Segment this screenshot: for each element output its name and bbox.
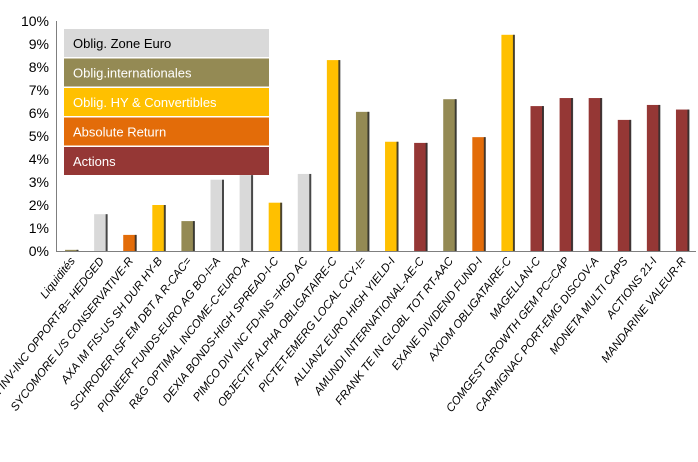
legend-swatch <box>64 147 269 175</box>
bars <box>65 34 690 252</box>
bar <box>355 111 370 251</box>
legend-swatch <box>64 58 269 87</box>
bar <box>385 141 399 251</box>
legend-label: Absolute Return <box>73 125 166 140</box>
bar <box>326 60 341 251</box>
bar <box>414 142 428 251</box>
legend-label: Oblig. HY & Convertibles <box>73 95 217 110</box>
bar-fill <box>297 173 311 251</box>
y-tick-label: 8% <box>29 59 49 75</box>
y-tick-label: 7% <box>29 82 49 98</box>
x-tick-label: ACTIONS 21-I <box>604 255 660 322</box>
bar-shadow <box>134 234 137 251</box>
y-tick-label: 5% <box>29 128 49 144</box>
bar-shadow <box>571 98 574 251</box>
bar-shadow <box>425 142 428 251</box>
legend-swatch <box>64 88 269 116</box>
legend-item-hy: Oblig. HY & Convertibles <box>64 88 269 116</box>
bar-fill <box>181 221 195 251</box>
legend-swatch <box>64 117 269 146</box>
bar-shadow <box>687 109 690 251</box>
bar-fill <box>646 104 660 251</box>
legend-item-intl: Oblig.internationales <box>64 58 269 87</box>
y-tick-label: 3% <box>29 174 49 190</box>
bar <box>94 214 108 251</box>
bar <box>181 221 195 251</box>
bar-fill <box>152 205 166 251</box>
bar <box>646 104 661 251</box>
bar-shadow <box>600 98 603 251</box>
legend: Oblig. Zone Euro Oblig.internationales Obl… <box>64 29 269 175</box>
legend-label: Actions <box>73 154 116 169</box>
bar-fill <box>210 179 224 251</box>
legend-label: Oblig. Zone Euro <box>73 36 171 51</box>
bar-shadow <box>222 179 224 251</box>
bar <box>472 137 486 251</box>
bar-fill <box>443 99 457 251</box>
bar <box>65 249 79 251</box>
y-tick-label: 9% <box>29 36 49 52</box>
bar <box>210 179 224 251</box>
bar-shadow <box>483 137 486 251</box>
x-tick-label: PICTET-EMERG LOCAL CCY-I= <box>257 255 369 394</box>
bar <box>588 98 603 251</box>
bar-fill <box>94 214 108 251</box>
bar-shadow <box>396 141 399 251</box>
bar <box>152 205 166 251</box>
y-axis-ticks: 0% 1% 2% 3% 4% 5% 6% 7% 8% 9% 10% <box>21 13 49 259</box>
legend-item-act: Actions <box>64 147 269 175</box>
bar-fill <box>617 119 631 252</box>
bar-fill <box>65 249 79 251</box>
bar-fill <box>501 34 515 251</box>
bar-shadow <box>629 119 632 252</box>
bar-shadow <box>309 173 312 251</box>
bar-shadow <box>76 249 79 251</box>
y-tick-label: 0% <box>29 243 49 259</box>
legend-item-abs: Absolute Return <box>64 117 269 146</box>
bar-shadow <box>251 175 254 251</box>
bar-fill <box>559 98 573 251</box>
bar <box>239 175 254 251</box>
bar <box>268 202 283 251</box>
y-tick-label: 2% <box>29 197 49 213</box>
bar-shadow <box>512 34 515 251</box>
bar <box>559 98 574 251</box>
bar-fill <box>530 106 544 251</box>
bar-fill <box>239 175 253 251</box>
bar-fill <box>268 202 282 251</box>
bar-shadow <box>192 221 195 251</box>
bar-fill <box>326 60 340 251</box>
legend-item-euro: Oblig. Zone Euro <box>64 29 269 57</box>
y-tick-label: 6% <box>29 105 49 121</box>
bar <box>443 99 457 251</box>
bar-shadow <box>338 60 341 251</box>
legend-swatch <box>64 29 269 57</box>
bar <box>675 109 690 251</box>
bar-fill <box>123 234 137 251</box>
y-tick-label: 1% <box>29 220 49 236</box>
bar-shadow <box>542 106 544 251</box>
bar <box>617 119 632 252</box>
bar <box>123 234 137 251</box>
legend-label: Oblig.internationales <box>73 66 192 81</box>
y-tick-label: 10% <box>21 13 49 29</box>
bar-shadow <box>658 104 661 251</box>
bar-fill <box>588 98 602 251</box>
bar-shadow <box>280 202 283 251</box>
bar-fill <box>472 137 486 251</box>
bar-shadow <box>454 99 457 251</box>
bar <box>501 34 515 251</box>
bar <box>530 106 544 251</box>
bar-fill <box>675 109 689 251</box>
bar-fill <box>355 111 369 251</box>
y-tick-label: 4% <box>29 151 49 167</box>
bar-shadow <box>163 205 166 251</box>
bar <box>297 173 312 251</box>
bar-shadow <box>105 214 108 251</box>
bar-fill <box>414 142 428 251</box>
bar-fill <box>385 141 399 251</box>
bar-shadow <box>367 111 370 251</box>
